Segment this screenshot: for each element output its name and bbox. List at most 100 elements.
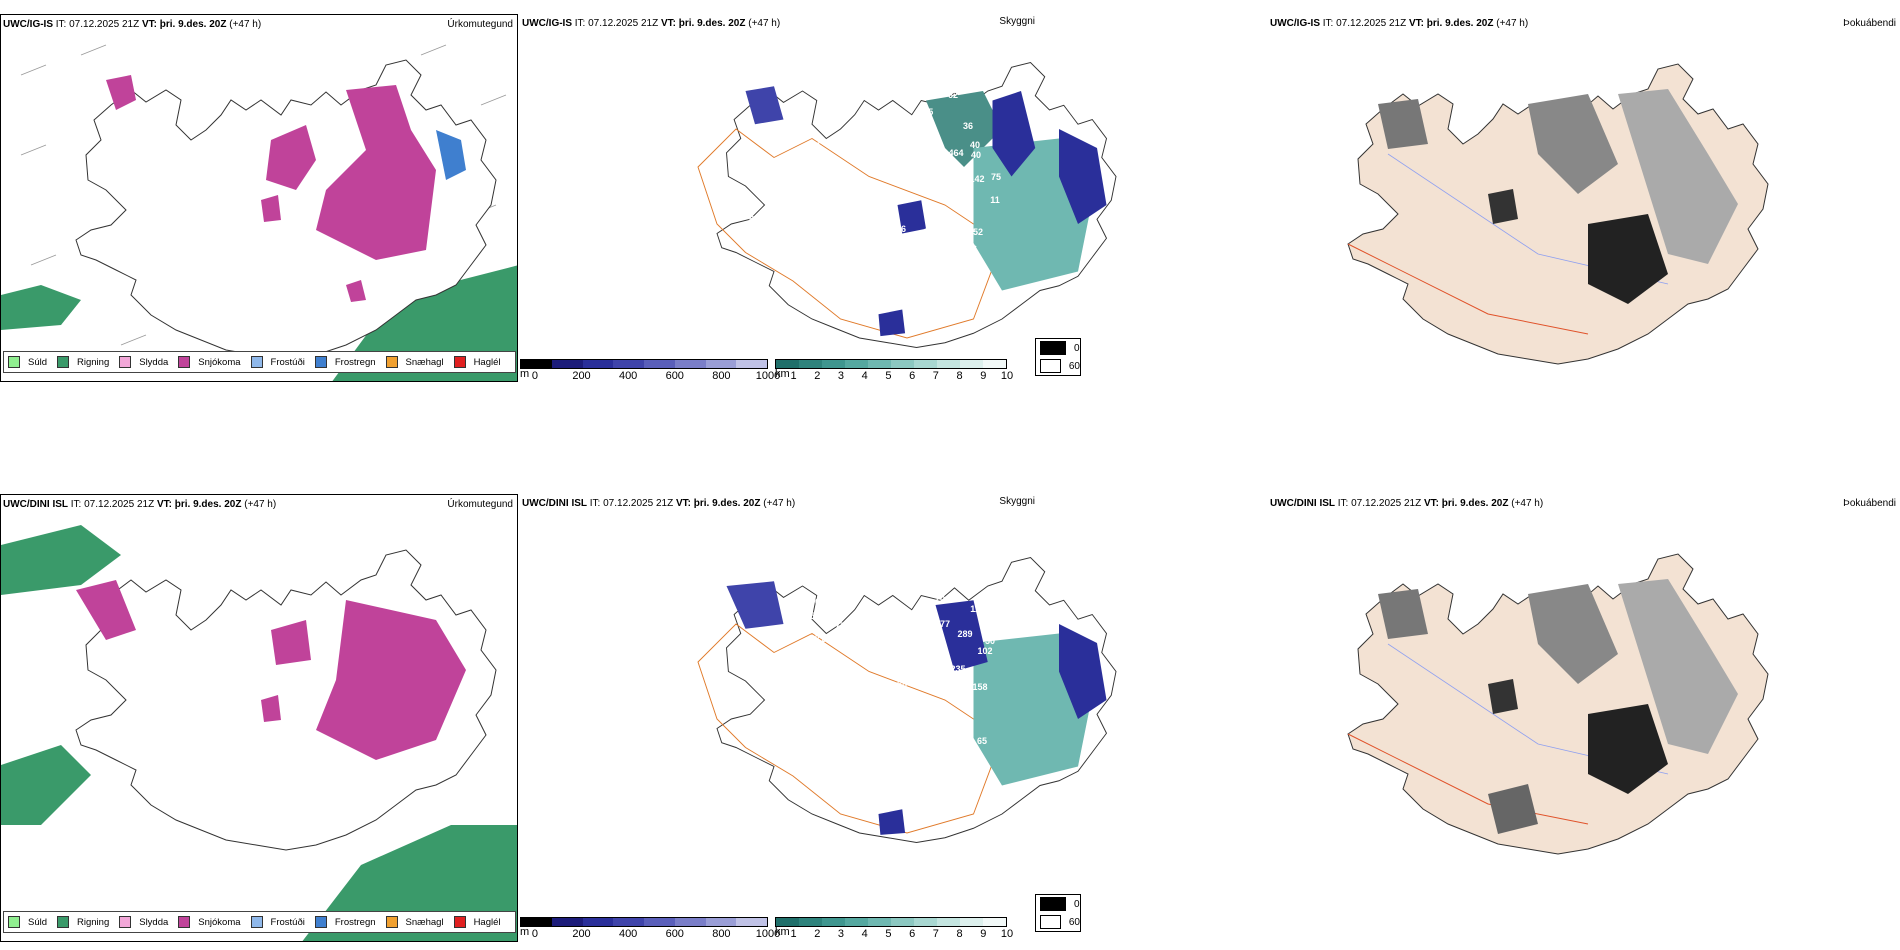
- colorbar-tick-label: 10: [1000, 928, 1014, 940]
- precip-number-label: 41: [962, 165, 974, 175]
- colorbar-segment: [891, 360, 914, 368]
- colorbar-segment: [799, 918, 822, 926]
- fog-legend-top: 0 60: [1035, 338, 1081, 376]
- colorbar-tick-label: 8: [956, 928, 963, 940]
- precip-number-label: 65: [784, 709, 796, 719]
- fog-svg-bottom: [1347, 553, 1769, 855]
- precip-number-label: 98: [850, 232, 862, 242]
- colorbar-tick-label: 5: [885, 370, 892, 382]
- precip-number-label: 93: [850, 649, 862, 659]
- colorbar-segment: [582, 918, 614, 926]
- colorbar-segment: [705, 360, 737, 368]
- cloud-base-map-bottom: UWC/DINI ISL IT: 07.12.2025 21Z VT: þri.…: [520, 494, 1235, 942]
- precip-number-label: 43: [878, 283, 890, 293]
- header-top-right: UWC/IG-IS IT: 07.12.2025 21Z VT: þri. 9.…: [1270, 18, 1529, 29]
- precip-number-label: 87: [926, 127, 938, 137]
- colorbar-segment: [960, 360, 983, 368]
- colorbar-segment: [914, 918, 937, 926]
- precip-number-label: 131: [882, 728, 898, 738]
- panel-title-precip-type: Úrkomutegund: [447, 19, 513, 30]
- precip-number-label: 107: [917, 636, 933, 646]
- colorbar-segment: [937, 360, 960, 368]
- colorbar-tick-label: 10: [1000, 370, 1014, 382]
- precip-number-label: 158: [972, 682, 988, 692]
- precip-number-label: 85: [809, 141, 821, 151]
- colorbar-tick-label: 3: [837, 928, 845, 940]
- colorbar-segment: [613, 360, 644, 368]
- legend-item: Súld: [8, 356, 47, 368]
- precip-legend-top: Súld Rigning Slydda Snjókoma Frostúði Fr…: [3, 351, 516, 373]
- precip-number-label: 67: [814, 597, 826, 607]
- legend-item: Snæhagl: [385, 356, 444, 368]
- legend-item: Slydda: [119, 916, 168, 928]
- precip-number-label: 49: [907, 174, 919, 184]
- colorbar-segment: [983, 918, 1006, 926]
- precip-number-label: 88: [882, 789, 894, 799]
- colorbar-tick-label: 200: [572, 928, 591, 940]
- precip-legend-bottom: Súld Rigning Slydda Snjókoma Frostúði Fr…: [3, 911, 516, 933]
- colorbar-segment: [937, 918, 960, 926]
- colorbar-segment: [868, 360, 891, 368]
- precip-number-label: 11: [970, 604, 980, 614]
- precip-number-label: 132: [888, 255, 904, 265]
- colorbar-tick-label: 4: [861, 928, 868, 940]
- precip-number-label: 80: [796, 121, 808, 131]
- colorbar-tick-label: 4: [861, 370, 868, 382]
- precip-number-label: 78: [944, 734, 956, 744]
- fog-legend-bottom: 0 60: [1035, 894, 1081, 932]
- panel-title-fog: Þokuábendi: [1843, 498, 1896, 509]
- precip-number-label: 235: [950, 664, 966, 674]
- panel-title-fog: Þokuábendi: [1843, 18, 1896, 29]
- colorbar-tick-label: 0: [531, 928, 538, 940]
- visibility-colorbar-top: 1 2 3 4 5 6 7 8 9 10 km: [775, 359, 1013, 382]
- colorbar-segment: [776, 918, 799, 926]
- colorbar-tick-label: 8: [956, 370, 963, 382]
- precip-number-label: 67: [950, 168, 962, 178]
- precip-number-label: 55: [809, 611, 821, 621]
- precip-number-label: 62: [979, 599, 991, 609]
- legend-item: Rigning: [57, 916, 109, 928]
- precip-number-label: 99: [969, 579, 981, 589]
- precip-number-label: 81: [748, 214, 760, 224]
- colorbar-segment: [644, 360, 675, 368]
- colorbar-segment: [845, 918, 868, 926]
- precip-number-label: 68: [896, 679, 908, 689]
- precip-number-label: 199: [937, 559, 953, 569]
- colorbar-segment: [822, 360, 845, 368]
- colorbar-tick-label: 400: [618, 928, 638, 940]
- cloud-base-svg-top: [697, 62, 1117, 348]
- colorbar-tick-label: 400: [618, 370, 638, 382]
- precip-number-label: 236: [923, 227, 939, 237]
- panel-title-precip-type: Úrkomutegund: [447, 499, 513, 510]
- precip-number-label: 100: [942, 691, 958, 701]
- colorbar-segment: [799, 360, 822, 368]
- precip-number-label: 43: [776, 333, 788, 343]
- cloud-base-svg-bottom: [697, 557, 1117, 843]
- precip-number-label: 61: [776, 124, 788, 134]
- colorbar-tick-label: 9: [980, 370, 987, 382]
- legend-item: Súld: [8, 916, 47, 928]
- cloud-base-colorbar-top: 0 200 400 600 800 1000 m: [520, 359, 780, 382]
- panel-title-cloud-base: Skyggni: [999, 496, 1035, 507]
- colorbar-tick-label: 200: [572, 370, 591, 382]
- precip-number-label: 00: [649, 611, 661, 621]
- precip-number-label: 63: [817, 121, 829, 131]
- colorbar-segment: [674, 360, 706, 368]
- colorbar-tick-label: 600: [665, 370, 684, 382]
- precip-number-label: 57: [654, 84, 666, 94]
- legend-item: Frostregn: [314, 916, 376, 928]
- precip-number-label: 61: [769, 704, 781, 714]
- colorbar-tick-label: 5: [885, 928, 892, 940]
- legend-item: Snjókoma: [178, 356, 241, 368]
- precip-number-label: 107: [647, 564, 663, 574]
- precip-number-label: 197: [852, 717, 868, 727]
- legend-item: Haglél: [453, 356, 501, 368]
- precip-number-label: 86: [966, 244, 978, 254]
- precip-number-label: 464: [948, 148, 964, 158]
- precip-number-label: 59: [612, 95, 624, 105]
- colorbar-tick-label: 600: [665, 928, 684, 940]
- precip-number-label: 54: [754, 837, 766, 847]
- colorbar-segment: [776, 360, 799, 368]
- precip-type-map-bottom: UWC/DINI ISL IT: 07.12.2025 21Z VT: þri.…: [0, 494, 518, 942]
- precip-number-label: 56: [770, 217, 782, 227]
